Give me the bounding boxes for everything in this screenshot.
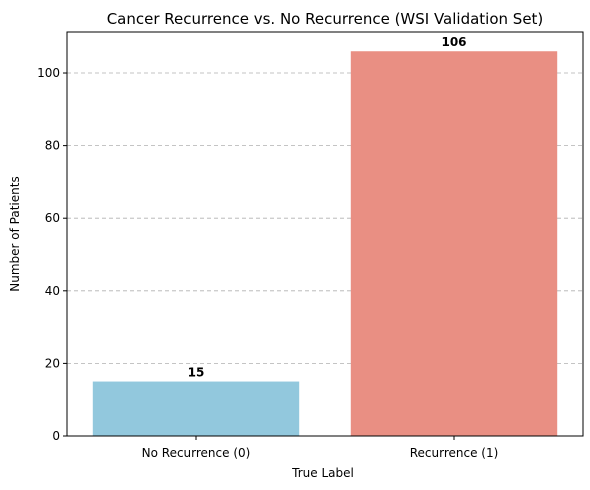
data-label: 106 [441, 35, 466, 49]
y-tick-label: 60 [45, 211, 60, 225]
bar [92, 381, 300, 436]
chart-title: Cancer Recurrence vs. No Recurrence (WSI… [107, 10, 544, 28]
y-tick-label: 0 [52, 429, 60, 443]
bar [350, 51, 558, 436]
y-tick-label: 100 [37, 66, 60, 80]
x-axis-ticks: No Recurrence (0) Recurrence (1) [142, 436, 499, 460]
x-axis-label: True Label [291, 466, 354, 480]
y-axis-label: Number of Patients [8, 176, 22, 291]
y-axis-ticks: 0 20 40 60 80 100 [37, 66, 67, 443]
y-tick-label: 20 [45, 356, 60, 370]
x-tick-label: No Recurrence (0) [142, 446, 251, 460]
bars [92, 51, 558, 436]
data-label: 15 [188, 366, 205, 380]
plot-frame [66, 31, 584, 437]
data-labels: 15 106 [188, 35, 467, 379]
x-tick-label: Recurrence (1) [410, 446, 499, 460]
y-tick-label: 40 [45, 284, 60, 298]
y-tick-label: 80 [45, 139, 60, 153]
